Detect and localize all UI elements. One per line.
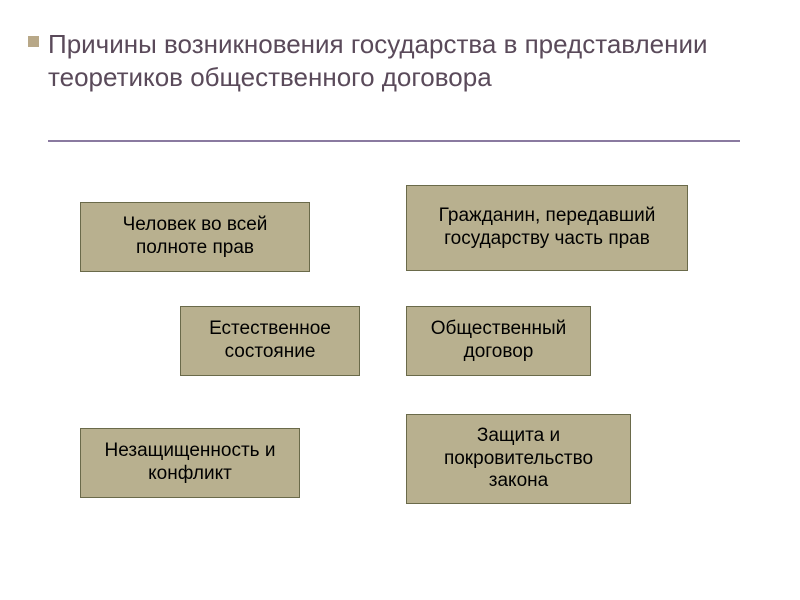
title-underline <box>48 140 740 142</box>
box-bot-left: Незащищенность и конфликт <box>80 428 300 498</box>
slide: Причины возникновения государства в пред… <box>0 0 800 600</box>
title-block: Причины возникновения государства в пред… <box>48 28 740 95</box>
slide-title: Причины возникновения государства в пред… <box>48 28 740 95</box>
box-bot-right: Защита и покровительство закона <box>406 414 631 504</box>
box-top-right: Гражданин, передавший государству часть … <box>406 185 688 271</box>
box-mid-right: Общественный договор <box>406 306 591 376</box>
box-mid-left: Естественное состояние <box>180 306 360 376</box>
box-top-left: Человек во всей полноте прав <box>80 202 310 272</box>
title-bullet <box>28 36 39 47</box>
